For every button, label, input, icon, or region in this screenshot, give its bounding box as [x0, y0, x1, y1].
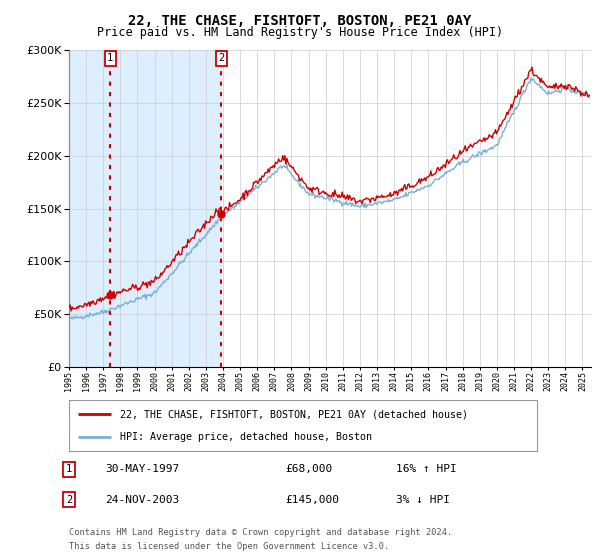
Text: 2: 2	[66, 494, 72, 505]
Text: Contains HM Land Registry data © Crown copyright and database right 2024.: Contains HM Land Registry data © Crown c…	[69, 528, 452, 536]
Text: 2: 2	[218, 53, 224, 63]
Text: 22, THE CHASE, FISHTOFT, BOSTON, PE21 0AY: 22, THE CHASE, FISHTOFT, BOSTON, PE21 0A…	[128, 14, 472, 28]
Text: £145,000: £145,000	[285, 494, 339, 505]
Text: 16% ↑ HPI: 16% ↑ HPI	[396, 464, 457, 474]
Text: 24-NOV-2003: 24-NOV-2003	[105, 494, 179, 505]
Text: 1: 1	[66, 464, 72, 474]
Text: 3% ↓ HPI: 3% ↓ HPI	[396, 494, 450, 505]
Text: 22, THE CHASE, FISHTOFT, BOSTON, PE21 0AY (detached house): 22, THE CHASE, FISHTOFT, BOSTON, PE21 0A…	[121, 409, 469, 419]
Text: Price paid vs. HM Land Registry's House Price Index (HPI): Price paid vs. HM Land Registry's House …	[97, 26, 503, 39]
Text: HPI: Average price, detached house, Boston: HPI: Average price, detached house, Bost…	[121, 432, 373, 442]
Bar	[69, 50, 221, 367]
Text: This data is licensed under the Open Government Licence v3.0.: This data is licensed under the Open Gov…	[69, 542, 389, 550]
Text: 30-MAY-1997: 30-MAY-1997	[105, 464, 179, 474]
Text: £68,000: £68,000	[285, 464, 332, 474]
Text: 1: 1	[107, 53, 113, 63]
